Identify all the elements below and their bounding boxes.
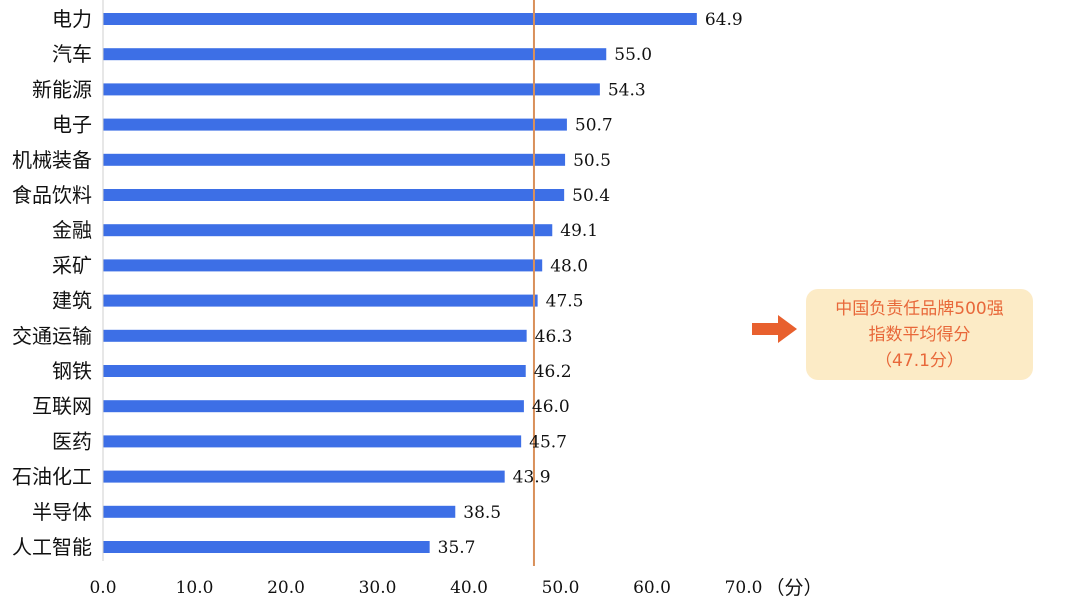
- category-label: 汽车: [52, 42, 92, 66]
- bar: [103, 541, 430, 553]
- category-label: 半导体: [32, 500, 92, 524]
- x-axis-unit: （分）: [766, 577, 823, 599]
- x-tick-label: 0.0: [89, 578, 116, 598]
- category-label: 新能源: [32, 77, 92, 101]
- category-label: 石油化工: [12, 465, 92, 489]
- bars-layer: [103, 13, 697, 553]
- bar: [103, 48, 607, 61]
- value-label: 35.7: [438, 538, 476, 558]
- bar: [103, 259, 543, 272]
- average-score-callout: 中国负责任品牌500强 指数平均得分 （47.1分）: [806, 289, 1033, 380]
- bar: [103, 435, 522, 448]
- category-label: 钢铁: [52, 359, 92, 383]
- category-label: 机械装备: [12, 148, 92, 172]
- value-label: 54.3: [608, 80, 646, 100]
- value-label: 49.1: [560, 221, 598, 241]
- value-label: 45.7: [529, 432, 567, 452]
- bar: [103, 470, 505, 483]
- x-tick-label: 20.0: [267, 578, 305, 598]
- value-label: 46.3: [535, 327, 573, 347]
- bar: [103, 118, 567, 131]
- bar: [103, 400, 524, 413]
- category-label: 金融: [52, 218, 92, 242]
- x-axis-ticks: 0.0 10.0 20.0 30.0 40.0 50.0 60.0 70.0: [89, 578, 762, 598]
- callout-line-3: （47.1分）: [875, 350, 964, 371]
- value-labels: 64.9 55.0 54.3 50.7 50.5 50.4 49.1 48.0 47.5 46.3…: [438, 10, 743, 558]
- x-tick-label: 10.0: [176, 578, 214, 598]
- x-tick-label: 60.0: [633, 578, 671, 598]
- x-tick-label: 50.0: [542, 578, 580, 598]
- value-label: 50.4: [572, 186, 610, 206]
- bar: [103, 13, 697, 25]
- x-tick-label: 30.0: [359, 578, 397, 598]
- value-label: 48.0: [550, 256, 588, 276]
- value-label: 38.5: [463, 503, 501, 523]
- bar: [103, 189, 565, 201]
- x-tick-label: 70.0: [725, 578, 763, 598]
- bar: [103, 153, 566, 166]
- value-label: 50.5: [573, 151, 611, 171]
- arrow-right-icon: [752, 315, 797, 343]
- category-label: 医药: [52, 429, 92, 453]
- category-label: 电子: [52, 113, 92, 137]
- value-label: 46.2: [534, 362, 572, 382]
- category-label: 互联网: [32, 394, 92, 418]
- category-label: 人工智能: [12, 535, 92, 559]
- value-label: 43.9: [513, 468, 551, 488]
- category-label: 建筑: [52, 289, 92, 313]
- bar: [103, 294, 538, 307]
- category-label: 采矿: [52, 253, 92, 277]
- bar: [103, 505, 456, 518]
- value-label: 46.0: [532, 397, 570, 417]
- value-label: 50.7: [575, 116, 613, 136]
- value-label: 55.0: [614, 45, 652, 65]
- value-label: 47.5: [546, 292, 584, 312]
- callout-line-1: 中国负责任品牌500强: [835, 298, 1004, 319]
- x-tick-label: 40.0: [450, 578, 488, 598]
- category-label: 食品饮料: [12, 183, 92, 207]
- bar: [103, 329, 527, 342]
- callout-line-2: 指数平均得分: [868, 324, 971, 345]
- category-label: 交通运输: [12, 324, 92, 348]
- category-label: 电力: [52, 7, 92, 31]
- value-label: 64.9: [705, 10, 743, 30]
- category-labels: 电力汽车新能源电子机械装备食品饮料金融采矿建筑交通运输钢铁互联网医药石油化工半导…: [12, 7, 92, 559]
- bar: [103, 224, 553, 237]
- bar: [103, 83, 600, 96]
- bar: [103, 365, 526, 377]
